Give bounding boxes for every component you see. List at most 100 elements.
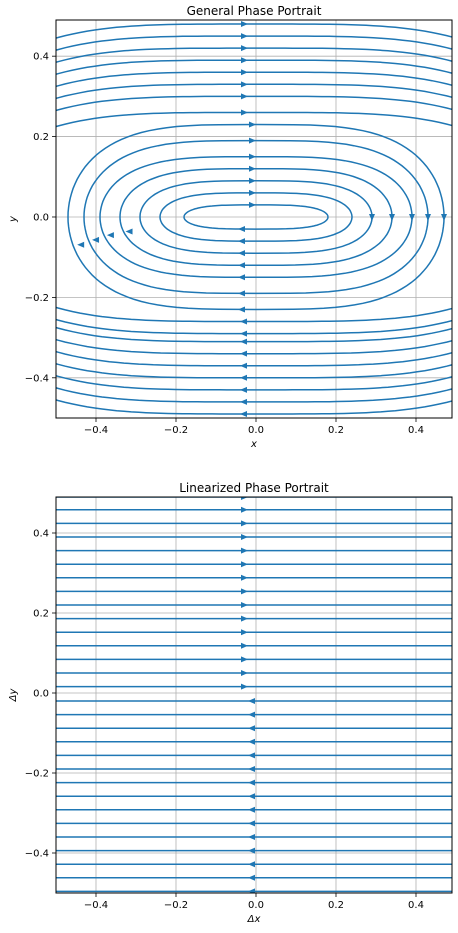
flow-arrow — [248, 752, 255, 759]
orbit-arrow — [425, 213, 431, 221]
linearized-phase-portrait-chart: −0.4 −0.2 0.0 0.2 0.4 −0.4 −0.2 0.0 0.2 0.4 Linear… — [8, 481, 453, 925]
orbit-arrow — [77, 241, 85, 248]
orbit-arrow — [369, 213, 375, 221]
x-tick-label: −0.2 — [164, 425, 188, 436]
flow-streamline — [56, 59, 452, 76]
flow-arrow — [240, 350, 247, 357]
orbit-arrow — [238, 238, 245, 245]
flow-arrow — [241, 81, 248, 88]
orbit-arrow — [238, 274, 245, 281]
flow-arrow — [248, 820, 255, 827]
x-tick-label: 0.2 — [328, 900, 344, 911]
orbit-arrow — [249, 201, 256, 208]
y-tick-label: 0.0 — [33, 689, 49, 700]
y-tick-label: 0.4 — [33, 529, 49, 540]
flow-arrow — [248, 847, 255, 854]
x-tick-label: 0.0 — [248, 425, 264, 436]
flow-streamline — [56, 83, 452, 100]
flow-streamline — [56, 350, 452, 367]
streamlines — [56, 497, 452, 893]
flow-streamline — [56, 35, 452, 51]
orbit-arrow — [249, 153, 256, 160]
flow-arrow — [248, 766, 255, 772]
flow-arrow — [248, 711, 255, 718]
x-tick-label: 0.4 — [408, 425, 424, 436]
orbit-arrow — [249, 121, 256, 128]
flow-arrow — [241, 21, 248, 28]
orbit-arrow — [249, 137, 256, 144]
x-axis-label: Δx — [247, 914, 261, 925]
flow-arrow — [241, 69, 248, 76]
flow-arrow — [241, 629, 248, 636]
flow-arrow — [248, 725, 255, 732]
flow-arrow — [241, 520, 248, 527]
orbit-arrow — [249, 189, 256, 196]
flow-arrow — [240, 374, 247, 381]
flow-arrow — [248, 888, 255, 893]
orbit-streamline — [183, 204, 329, 230]
flow-arrow — [248, 698, 255, 704]
flow-streamline — [56, 95, 452, 112]
flow-arrow — [241, 534, 248, 540]
x-axis-label: x — [250, 439, 257, 450]
flow-arrow — [240, 398, 247, 405]
flow-arrow — [240, 318, 247, 325]
flow-arrow — [240, 338, 247, 345]
flow-streamline — [56, 71, 452, 88]
orbit-arrow — [249, 177, 256, 184]
chart-title: Linearized Phase Portrait — [179, 481, 329, 495]
orbit-arrow — [125, 228, 133, 235]
y-tick-label: −0.2 — [25, 293, 49, 304]
orbit-arrow — [106, 232, 114, 239]
orbit-arrow — [238, 290, 245, 297]
orbit-streamline — [99, 155, 413, 279]
y-tick-label: 0.2 — [33, 609, 49, 620]
flow-streamline — [56, 111, 452, 128]
x-tick-label: −0.2 — [164, 900, 188, 911]
orbit-streamline — [83, 139, 429, 295]
orbit-arrow — [409, 213, 415, 221]
flow-arrow — [248, 874, 255, 881]
flow-arrow — [240, 386, 247, 393]
flow-arrow — [241, 45, 248, 52]
flow-arrow — [241, 93, 248, 100]
flow-arrow — [240, 410, 247, 417]
flow-arrow — [241, 588, 248, 595]
flow-arrow — [248, 861, 255, 868]
flow-arrow — [241, 656, 248, 663]
x-tick-label: −0.4 — [84, 900, 108, 911]
flow-arrow — [241, 57, 248, 64]
orbit-streamline — [159, 192, 353, 242]
general-phase-portrait-chart: −0.4 −0.2 0.0 0.2 0.4 −0.4 −0.2 0.0 0.2 0.4 Genera… — [8, 4, 453, 450]
y-tick-label: 0.0 — [33, 212, 49, 223]
flow-arrow — [241, 109, 248, 116]
orbit-streamline — [119, 167, 393, 266]
orbit-arrow — [389, 213, 395, 221]
flow-arrow — [241, 642, 248, 649]
plot-frame — [55, 19, 453, 419]
flow-streamline — [56, 47, 452, 64]
orbit-arrow — [238, 226, 245, 233]
x-tick-label: −0.4 — [84, 425, 108, 436]
flow-streamline — [56, 399, 452, 415]
streamlines — [56, 21, 452, 417]
orbit-arrow — [441, 213, 447, 221]
flow-arrow — [241, 506, 248, 513]
flow-arrow — [241, 33, 248, 40]
orbit-arrow — [249, 165, 256, 172]
flow-arrow — [241, 670, 248, 676]
flow-arrow — [241, 547, 248, 554]
flow-streamline — [56, 362, 452, 379]
flow-streamline — [56, 326, 452, 343]
orbit-streamline — [139, 180, 373, 254]
y-tick-label: −0.4 — [25, 373, 49, 384]
flow-arrow — [248, 779, 255, 786]
flow-arrow — [241, 602, 248, 608]
y-tick-label: −0.4 — [25, 849, 49, 860]
flow-arrow — [241, 615, 248, 622]
flow-streamline — [56, 387, 452, 403]
y-axis-label: Δy — [8, 688, 19, 703]
flow-streamline — [56, 338, 452, 355]
flow-arrow — [240, 362, 247, 369]
